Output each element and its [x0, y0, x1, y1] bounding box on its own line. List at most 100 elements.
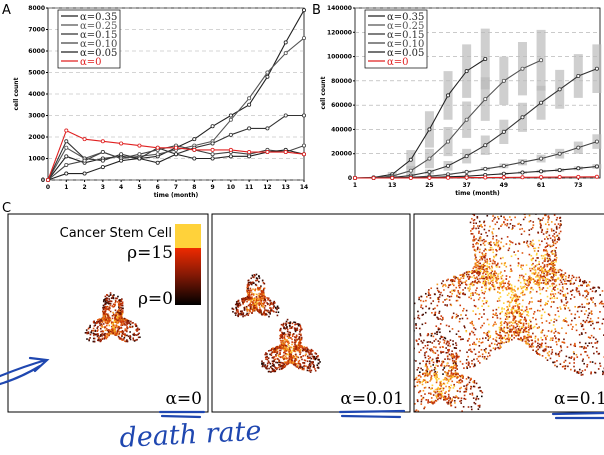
cell — [122, 301, 124, 303]
cell — [282, 362, 284, 364]
cell — [546, 236, 548, 238]
cell — [504, 224, 506, 226]
cell — [492, 252, 494, 254]
cell — [112, 315, 114, 317]
cell — [292, 323, 294, 325]
cell — [531, 255, 533, 257]
cell — [566, 288, 568, 290]
cell — [137, 330, 139, 332]
cell — [275, 358, 277, 360]
cell — [568, 357, 570, 359]
cell — [453, 285, 455, 287]
cell — [285, 358, 287, 360]
cell — [574, 369, 576, 371]
cell — [471, 321, 473, 323]
cell — [439, 311, 441, 313]
cell — [478, 299, 480, 301]
cell — [99, 335, 101, 337]
cell — [484, 244, 486, 246]
cell — [576, 372, 578, 374]
cell — [519, 309, 521, 311]
cell — [480, 256, 482, 258]
cell — [509, 304, 511, 306]
cell — [507, 323, 509, 325]
cell — [472, 294, 474, 296]
cell — [136, 339, 138, 341]
cell — [262, 366, 264, 368]
cell — [520, 337, 522, 339]
cell — [310, 350, 312, 352]
cell — [479, 297, 481, 299]
cell — [590, 324, 592, 326]
cell — [544, 238, 546, 240]
cell — [289, 327, 291, 329]
cell — [278, 360, 280, 362]
cell — [488, 305, 490, 307]
cell — [444, 299, 446, 301]
cell — [300, 342, 302, 344]
cell — [288, 345, 290, 347]
cell — [107, 315, 109, 317]
cell — [87, 332, 89, 334]
cell — [418, 338, 420, 340]
cell — [280, 328, 282, 330]
cell — [471, 360, 473, 362]
cell — [481, 233, 483, 235]
cell — [110, 294, 112, 296]
cell — [283, 328, 285, 330]
cell — [295, 331, 297, 333]
cell — [268, 368, 270, 370]
cell — [285, 356, 287, 358]
cell — [546, 275, 548, 277]
cell — [106, 328, 108, 330]
cell — [500, 215, 502, 217]
cell — [527, 240, 529, 242]
cell — [434, 294, 436, 296]
cell — [578, 291, 580, 293]
cell — [112, 312, 114, 314]
cell — [536, 323, 538, 325]
cell — [550, 306, 552, 308]
cell — [246, 309, 248, 311]
cell — [307, 351, 309, 353]
cell — [244, 309, 246, 311]
cell — [492, 238, 494, 240]
cell — [531, 301, 533, 303]
cell — [303, 349, 305, 351]
cell — [584, 369, 586, 371]
cell — [309, 363, 311, 365]
cell — [482, 254, 484, 256]
cell — [567, 366, 569, 368]
cell — [253, 307, 255, 309]
cell — [549, 245, 551, 247]
cell — [283, 355, 285, 357]
cell — [500, 318, 502, 320]
cell — [602, 374, 604, 376]
cell — [255, 303, 257, 305]
cell — [235, 312, 237, 314]
cell — [439, 347, 441, 349]
cell — [400, 338, 402, 340]
cell — [268, 357, 270, 359]
cell — [538, 247, 540, 249]
cell — [251, 294, 253, 296]
cell — [491, 202, 493, 204]
cell — [266, 302, 268, 304]
cell — [563, 338, 565, 340]
cell — [494, 198, 496, 200]
cell — [132, 326, 134, 328]
cell — [524, 286, 526, 288]
cell — [549, 188, 551, 190]
cell — [515, 327, 517, 329]
cell — [549, 194, 551, 196]
cell — [524, 211, 526, 213]
cell — [246, 289, 248, 291]
cell — [521, 316, 523, 318]
cell — [299, 337, 301, 339]
cell — [536, 283, 538, 285]
cell — [86, 329, 88, 331]
cell — [312, 361, 314, 363]
cell — [250, 300, 252, 302]
cell — [128, 322, 130, 324]
cell — [565, 294, 567, 296]
